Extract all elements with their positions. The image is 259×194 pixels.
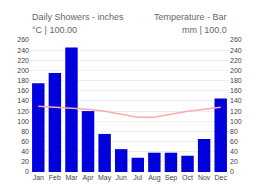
svg-text:40: 40 (230, 148, 238, 155)
svg-text:220: 220 (17, 57, 29, 64)
svg-text:Sep: Sep (165, 174, 178, 182)
svg-text:Mar: Mar (65, 174, 78, 181)
svg-text:220: 220 (230, 57, 242, 64)
svg-text:60: 60 (21, 138, 29, 145)
svg-text:Feb: Feb (49, 174, 61, 181)
svg-text:240: 240 (230, 47, 242, 54)
svg-text:160: 160 (17, 87, 29, 94)
svg-text:0: 0 (25, 168, 29, 175)
svg-text:140: 140 (230, 97, 242, 104)
svg-text:20: 20 (21, 158, 29, 165)
svg-text:160: 160 (230, 87, 242, 94)
svg-text:80: 80 (230, 128, 238, 135)
svg-text:Dec: Dec (214, 174, 227, 181)
svg-text:40: 40 (21, 148, 29, 155)
svg-text:Aug: Aug (148, 174, 161, 182)
svg-text:Oct: Oct (182, 174, 193, 181)
svg-text:260: 260 (230, 36, 242, 43)
svg-text:240: 240 (17, 47, 29, 54)
svg-text:200: 200 (17, 67, 29, 74)
svg-text:120: 120 (230, 108, 242, 115)
svg-text:May: May (98, 174, 112, 182)
svg-text:140: 140 (17, 97, 29, 104)
svg-text:20: 20 (230, 158, 238, 165)
svg-text:60: 60 (230, 138, 238, 145)
svg-text:Jan: Jan (33, 174, 44, 181)
svg-text:Nov: Nov (198, 174, 211, 181)
svg-text:200: 200 (230, 67, 242, 74)
svg-text:260: 260 (17, 36, 29, 43)
svg-text:Apr: Apr (83, 174, 95, 182)
svg-text:Jun: Jun (116, 174, 127, 181)
svg-text:80: 80 (21, 128, 29, 135)
svg-text:mm | 100.0: mm | 100.0 (182, 25, 227, 35)
svg-text:120: 120 (17, 108, 29, 115)
svg-text:°C | 100.00: °C | 100.00 (32, 25, 77, 35)
svg-text:100: 100 (230, 118, 242, 125)
svg-text:Temperature - Bar: Temperature - Bar (154, 12, 227, 22)
svg-text:0: 0 (230, 168, 234, 175)
svg-text:180: 180 (17, 77, 29, 84)
svg-text:100: 100 (17, 118, 29, 125)
svg-text:Daily Showers - inches: Daily Showers - inches (32, 12, 124, 22)
svg-text:180: 180 (230, 77, 242, 84)
svg-text:Jul: Jul (133, 174, 142, 181)
